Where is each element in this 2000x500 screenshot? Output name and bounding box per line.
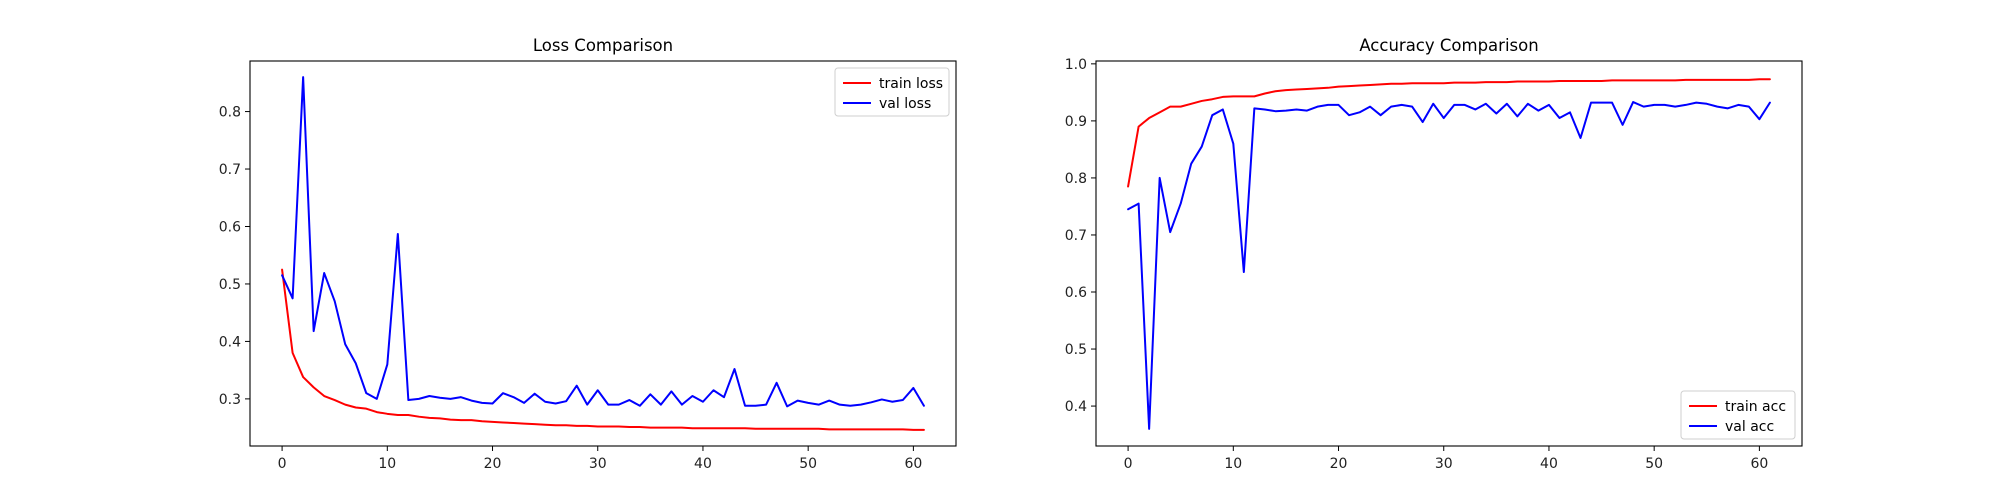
legend-label-train-acc: train acc [1725,399,1786,415]
loss-comparison-chart: Loss Comparison 0 10 20 30 40 50 60 0.30.40.50… [219,36,957,472]
x-tick-label: 60 [1750,456,1768,472]
loss-chart-x-axis: 0 10 20 30 40 50 60 [278,446,922,472]
loss-chart-legend: train loss val loss [834,67,950,117]
y-tick-label: 1.0 [1065,57,1087,73]
y-tick-label: 0.8 [1065,171,1087,187]
y-tick-label: 0.8 [219,105,241,121]
y-tick-label: 0.9 [1065,114,1087,130]
legend-label-val-acc: val acc [1725,419,1774,435]
x-tick-label: 10 [378,456,396,472]
y-tick-label: 0.7 [219,162,241,178]
y-tick-label: 0.7 [1065,228,1087,244]
series-line-train-acc [1127,78,1771,188]
x-tick-label: 50 [1645,456,1663,472]
legend-label-train-loss: train loss [879,76,943,92]
accuracy-chart-y-axis: 0.4 0.5 0.6 0.7 0.8 0.9 1.0 [1065,57,1096,415]
accuracy-chart-plot-area [1095,60,1803,447]
legend-label-val-loss: val loss [879,96,931,112]
accuracy-chart-legend: train acc val acc [1680,390,1796,440]
x-tick-label: 30 [589,456,607,472]
x-tick-label: 40 [1540,456,1558,472]
x-tick-label: 20 [484,456,502,472]
x-tick-label: 0 [1124,456,1133,472]
y-tick-label: 0.4 [1065,399,1087,415]
y-tick-label: 0.6 [1065,285,1087,301]
y-tick-label: 0.5 [219,277,241,293]
x-tick-label: 20 [1330,456,1348,472]
y-tick-label: 0.5 [1065,342,1087,358]
x-tick-label: 10 [1224,456,1242,472]
y-tick-label: 0.6 [219,219,241,235]
x-tick-label: 30 [1435,456,1453,472]
accuracy-chart-title: Accuracy Comparison [1359,36,1538,55]
y-tick-label: 0.4 [219,334,241,350]
loss-chart-title: Loss Comparison [533,36,673,55]
loss-chart-plot-area [249,60,957,447]
x-tick-label: 0 [278,456,287,472]
series-line-train-loss [281,268,925,431]
x-tick-label: 50 [799,456,817,472]
loss-chart-y-axis: 0.3 0.4 0.5 0.6 0.7 0.8 [219,105,250,408]
series-line-val-loss [281,76,925,408]
loss-chart-marks [281,76,925,431]
series-line-val-acc [1127,101,1771,430]
accuracy-chart-marks [1127,78,1771,430]
x-tick-label: 60 [904,456,922,472]
x-tick-label: 40 [694,456,712,472]
accuracy-chart-x-axis: 0 10 20 30 40 50 60 [1124,446,1768,472]
y-tick-label: 0.3 [219,392,241,408]
accuracy-comparison-chart: Accuracy Comparison 0 10 20 30 40 50 60 0.4 0.5… [1065,36,1803,472]
